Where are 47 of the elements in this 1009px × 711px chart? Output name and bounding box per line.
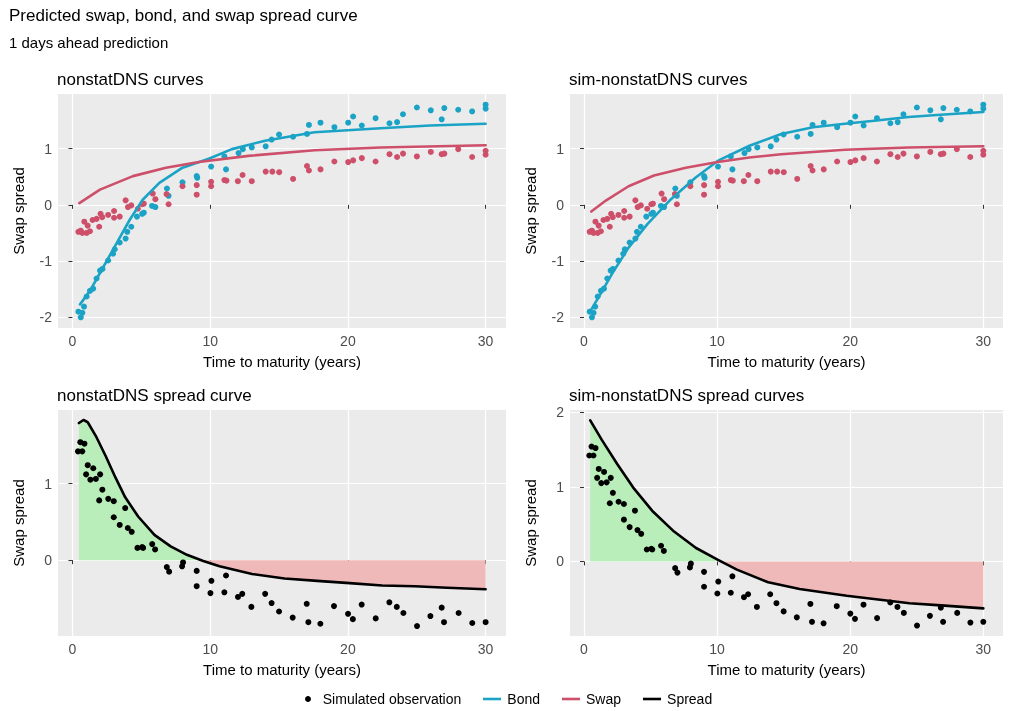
y-tick-label: -1 <box>551 253 565 270</box>
y-axis-title: Swap spread <box>522 167 539 255</box>
text: Predicted swap, bond, and swap spread curve <box>9 6 358 26</box>
y-tick-label: 1 <box>44 140 53 157</box>
legend-label: Bond <box>507 691 541 707</box>
chart-title: sim-nonstatDNS spread curves <box>569 386 805 405</box>
legend-label: Spread <box>667 691 713 707</box>
y-tick-label: 1 <box>44 475 53 492</box>
y-tick-label: 0 <box>556 553 565 570</box>
x-tick-label: 10 <box>202 641 219 657</box>
x-axis-title: Time to maturity (years) <box>707 353 866 370</box>
y-tick-label: 0 <box>556 196 565 213</box>
x-tick-label: 20 <box>340 641 356 657</box>
y-tick-label: 1 <box>556 140 565 157</box>
x-axis-title: Time to maturity (years) <box>707 661 866 678</box>
y-axis-title: Swap spread <box>10 167 27 255</box>
x-tick-label: 20 <box>340 333 356 349</box>
x-tick-label: 30 <box>975 333 992 349</box>
y-tick-label: 1 <box>556 478 565 495</box>
text: 1 days ahead prediction <box>9 34 169 51</box>
y-tick-label: 0 <box>44 196 53 213</box>
y-tick-label: -2 <box>551 309 565 326</box>
legend-label: Simulated observation <box>322 691 462 707</box>
y-tick-label: 2 <box>556 404 565 421</box>
y-tick-label: -2 <box>39 309 53 326</box>
y-tick-label: -1 <box>39 253 53 270</box>
x-tick-label: 10 <box>709 333 726 349</box>
chart-title: nonstatDNS curves <box>57 70 204 89</box>
x-axis-title: Time to maturity (years) <box>203 353 361 370</box>
x-tick-label: 30 <box>975 641 992 657</box>
y-tick-label: 0 <box>44 552 53 569</box>
y-axis-title: Swap spread <box>522 479 539 567</box>
x-tick-label: 0 <box>580 333 589 349</box>
x-tick-label: 20 <box>842 641 859 657</box>
x-tick-label: 20 <box>842 333 859 349</box>
x-tick-label: 0 <box>580 641 589 657</box>
chart-title: sim-nonstatDNS curves <box>569 70 748 89</box>
x-tick-label: 0 <box>68 333 77 349</box>
x-tick-label: 10 <box>202 333 219 349</box>
x-tick-label: 10 <box>709 641 726 657</box>
legend-label: Swap <box>586 691 622 707</box>
x-tick-label: 0 <box>68 641 77 657</box>
x-axis-title: Time to maturity (years) <box>203 661 361 678</box>
x-tick-label: 30 <box>477 333 494 349</box>
x-tick-label: 30 <box>477 641 494 657</box>
y-axis-title: Swap spread <box>10 479 27 567</box>
chart-title: nonstatDNS spread curve <box>57 386 252 405</box>
